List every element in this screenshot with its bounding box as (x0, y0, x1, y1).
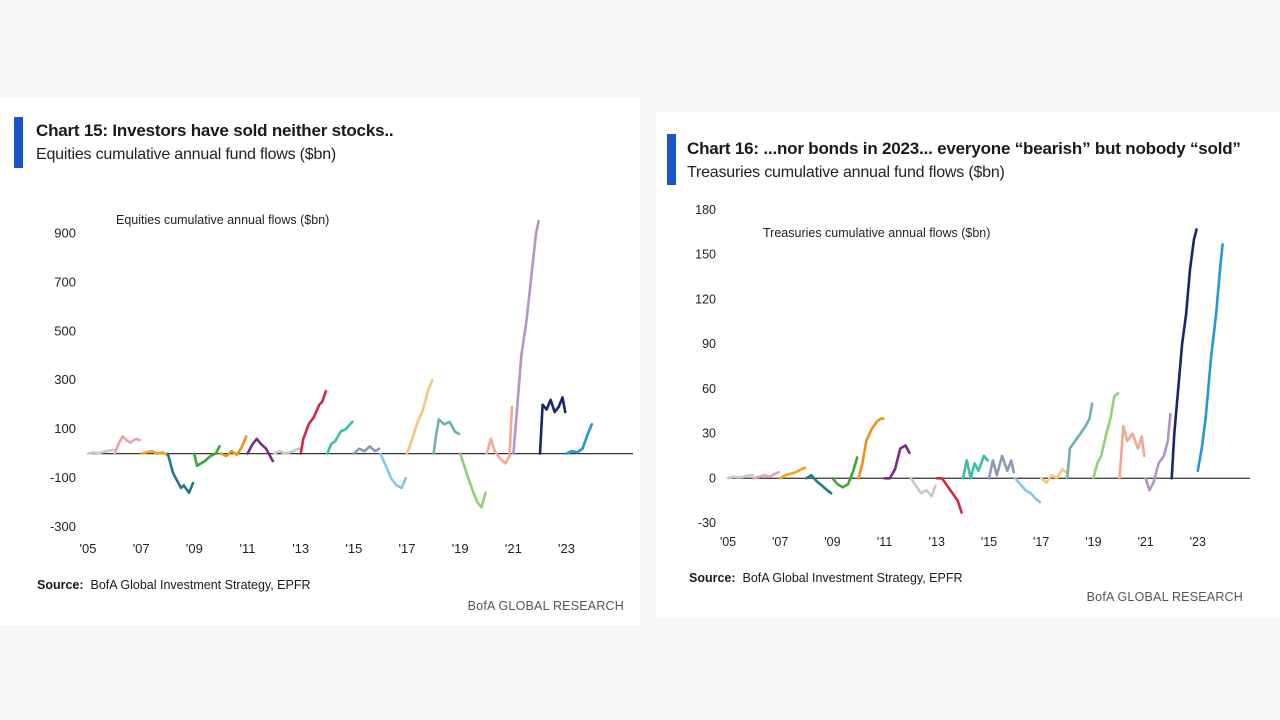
series-line (1144, 412, 1172, 492)
x-tick-label: '23 (558, 541, 575, 556)
series-line (805, 473, 833, 495)
title-accent-bar (667, 134, 676, 185)
x-tick-label: '19 (452, 541, 469, 556)
series-line (139, 449, 168, 457)
series-line (299, 389, 328, 455)
series-line (726, 473, 755, 480)
x-tick-label: '11 (240, 541, 256, 556)
y-tick-label: 500 (54, 323, 76, 338)
x-tick-label: '17 (1033, 535, 1049, 549)
y-tick-label: 90 (702, 337, 716, 351)
series-line (1039, 467, 1068, 485)
chart-15-panel: Chart 15: Investors have sold neither st… (0, 97, 640, 625)
plot-title: Treasuries cumulative annual flows ($bn) (763, 226, 990, 240)
series-line (113, 435, 142, 455)
series-line (246, 437, 275, 463)
series-line (961, 454, 990, 480)
plot-title: Equities cumulative annual flows ($bn) (116, 213, 329, 227)
title-accent-bar (14, 117, 23, 168)
brand-label: BofA GLOBAL RESEARCH (467, 599, 624, 613)
y-tick-label: 300 (54, 372, 76, 387)
x-tick-label: '13 (929, 535, 945, 549)
series-line (538, 396, 567, 455)
y-tick-label: 0 (709, 471, 716, 485)
series-line (1196, 243, 1224, 473)
series-line (405, 378, 434, 455)
series-line (193, 444, 221, 468)
x-tick-label: '09 (824, 535, 840, 549)
x-tick-label: '09 (186, 541, 203, 556)
x-tick-label: '19 (1085, 535, 1101, 549)
series-line (1118, 424, 1146, 480)
source-note: Source: BofA Global Investment Strategy,… (37, 578, 311, 592)
x-tick-label: '05 (720, 535, 736, 549)
chart-subtitle: Equities cumulative annual fund flows ($… (36, 146, 337, 163)
series-line (352, 444, 381, 455)
chart-title: Chart 16: ...nor bonds in 2023... everyo… (687, 139, 1241, 158)
series-line (1170, 228, 1198, 480)
x-tick-label: '23 (1190, 535, 1206, 549)
y-tick-label: 150 (695, 248, 716, 262)
x-tick-label: '15 (981, 535, 997, 549)
y-tick-label: 700 (54, 274, 76, 289)
chart-subtitle: Treasuries cumulative annual fund flows … (687, 164, 1005, 181)
brand-label: BofA GLOBAL RESEARCH (1086, 590, 1243, 604)
x-tick-label: '15 (345, 541, 362, 556)
y-tick-label: 60 (702, 382, 716, 396)
y-tick-label: 120 (695, 292, 716, 306)
series-line (1065, 402, 1094, 480)
series-line (272, 447, 301, 455)
x-tick-label: '11 (877, 535, 892, 549)
x-tick-label: '07 (772, 535, 788, 549)
x-tick-label: '21 (505, 541, 522, 556)
source-note: Source: BofA Global Investment Strategy,… (689, 571, 963, 585)
series-line (1013, 476, 1042, 504)
y-tick-label: 30 (702, 427, 716, 441)
series-line (86, 448, 115, 455)
x-tick-label: '07 (133, 541, 150, 556)
treasuries-flows-chart: Treasuries cumulative annual flows ($bn)… (695, 203, 1250, 549)
series-line (512, 219, 540, 455)
source-text: BofA Global Investment Strategy, EPFR (742, 571, 963, 585)
y-tick-label: 900 (54, 225, 76, 240)
x-tick-label: '17 (399, 541, 416, 556)
source-text: BofA Global Investment Strategy, EPFR (90, 578, 311, 592)
series-line (379, 452, 408, 490)
series-line (987, 454, 1016, 480)
series-line (166, 452, 195, 495)
series-line (325, 420, 354, 455)
x-tick-label: '21 (1137, 535, 1153, 549)
y-tick-label: 180 (695, 203, 716, 217)
series-line (565, 422, 594, 455)
series-line (909, 476, 937, 498)
series-line (778, 466, 807, 480)
source-label: Source: (689, 571, 736, 585)
series-line (752, 470, 781, 480)
series-line (1092, 391, 1120, 480)
equities-flows-chart: Equities cumulative annual flows ($bn) -3… (50, 213, 633, 556)
source-label: Source: (37, 578, 84, 592)
x-tick-label: '05 (80, 541, 97, 556)
chart-16-panel: Chart 16: ...nor bonds in 2023... everyo… (656, 112, 1280, 618)
chart-title: Chart 15: Investors have sold neither st… (36, 121, 394, 140)
series-line (432, 418, 461, 455)
series-line (219, 435, 248, 458)
series-line (485, 405, 514, 465)
x-tick-label: '13 (292, 541, 309, 556)
series-line (857, 417, 885, 480)
y-tick-label: -30 (698, 516, 716, 530)
y-tick-label: 100 (54, 421, 76, 436)
series-line (935, 476, 963, 514)
series-line (831, 456, 859, 489)
y-tick-label: -100 (50, 470, 76, 485)
series-line (883, 444, 911, 480)
series-line (458, 452, 487, 509)
y-tick-label: -300 (50, 519, 76, 534)
